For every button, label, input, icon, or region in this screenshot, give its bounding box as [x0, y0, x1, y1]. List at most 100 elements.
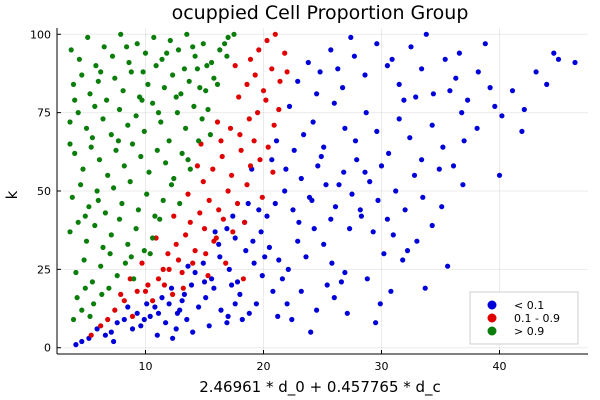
data-point-series-2: [236, 94, 242, 100]
data-point-series-1: [362, 72, 368, 78]
data-point-series-3: [203, 88, 209, 94]
data-point-series-1: [174, 310, 180, 316]
data-point-series-1: [173, 326, 179, 332]
data-point-series-1: [73, 342, 79, 348]
data-point-series-1: [279, 276, 285, 282]
data-point-series-1: [460, 182, 466, 188]
data-point-series-1: [225, 313, 231, 319]
data-point-series-1: [200, 260, 206, 266]
data-point-series-3: [207, 132, 213, 138]
legend-marker-series-3: [487, 326, 497, 336]
data-point-series-3: [150, 100, 156, 106]
data-point-series-3: [146, 169, 152, 175]
data-point-series-3: [133, 226, 139, 232]
data-point-series-1: [296, 219, 302, 225]
data-point-series-1: [155, 310, 162, 316]
data-point-series-3: [222, 41, 228, 47]
data-point-series-1: [436, 166, 442, 172]
data-point-series-3: [82, 213, 88, 219]
data-point-series-1: [377, 301, 383, 307]
data-point-series-3: [83, 238, 90, 244]
data-point-series-1: [129, 326, 136, 332]
data-point-series-3: [194, 66, 200, 72]
data-point-series-2: [263, 97, 269, 103]
data-point-series-1: [318, 153, 324, 160]
data-point-series-1: [496, 172, 503, 178]
data-point-series-1: [111, 338, 117, 345]
data-point-series-2: [244, 81, 250, 87]
data-point-series-1: [154, 332, 160, 338]
data-point-series-2: [134, 288, 140, 294]
data-point-series-1: [374, 128, 380, 134]
data-point-series-1: [311, 226, 317, 232]
data-point-series-3: [174, 110, 180, 116]
data-point-series-1: [482, 41, 488, 47]
data-point-series-1: [295, 78, 301, 84]
data-point-series-2: [200, 179, 206, 185]
data-point-series-1: [551, 50, 557, 56]
data-point-series-1: [336, 182, 342, 188]
data-point-series-1: [216, 241, 222, 247]
data-point-series-3: [83, 125, 90, 131]
y-tick-label: 50: [37, 185, 51, 198]
data-point-series-1: [188, 282, 195, 288]
data-point-series-3: [114, 273, 120, 279]
data-point-series-1: [234, 279, 241, 285]
data-point-series-3: [72, 97, 78, 103]
data-point-series-3: [138, 153, 144, 160]
data-point-series-3: [128, 69, 134, 75]
data-point-series-3: [155, 110, 162, 116]
data-point-series-1: [317, 69, 323, 75]
data-point-series-3: [116, 216, 123, 222]
data-point-series-2: [170, 291, 176, 297]
data-point-series-1: [315, 163, 321, 169]
data-point-series-2: [161, 282, 167, 288]
data-point-series-2: [259, 194, 265, 200]
data-point-series-2: [205, 273, 211, 279]
data-point-series-2: [166, 266, 172, 272]
data-point-series-1: [224, 226, 230, 232]
data-point-series-3: [76, 56, 82, 62]
data-point-series-1: [335, 66, 341, 72]
data-point-series-3: [120, 88, 126, 94]
data-point-series-1: [396, 116, 402, 122]
data-point-series-3: [67, 229, 73, 235]
data-point-series-3: [168, 182, 175, 188]
data-point-series-3: [163, 160, 169, 166]
data-point-series-2: [282, 50, 288, 56]
data-point-series-3: [185, 157, 191, 163]
x-tick-label: 40: [493, 360, 507, 373]
data-point-series-1: [264, 213, 270, 219]
data-point-series-1: [185, 263, 191, 269]
data-point-series-3: [125, 122, 131, 128]
data-point-series-3: [68, 47, 74, 53]
data-point-series-3: [225, 34, 231, 41]
data-point-series-1: [224, 320, 230, 326]
data-point-series-1: [447, 88, 453, 94]
data-point-series-3: [134, 41, 140, 47]
data-point-series-3: [214, 81, 221, 87]
data-point-series-1: [323, 182, 329, 188]
data-point-series-3: [192, 53, 198, 59]
legend-label-series-2: 0.1 - 0.9: [514, 312, 560, 325]
data-point-series-1: [308, 329, 314, 335]
data-point-series-1: [492, 103, 498, 109]
data-point-series-3: [74, 295, 80, 301]
data-point-series-3: [75, 219, 81, 225]
data-point-series-2: [257, 157, 263, 163]
data-point-series-1: [229, 282, 235, 288]
data-point-series-1: [521, 106, 527, 113]
data-point-series-2: [118, 291, 124, 297]
axes: [56, 28, 588, 355]
data-point-series-3: [144, 191, 150, 197]
data-point-series-2: [88, 332, 94, 338]
data-point-series-1: [94, 326, 100, 332]
data-point-series-2: [232, 63, 238, 69]
data-point-series-2: [229, 172, 235, 178]
data-point-series-1: [499, 113, 505, 119]
data-point-series-1: [349, 191, 355, 197]
data-point-series-3: [116, 106, 123, 113]
data-point-series-1: [404, 248, 411, 254]
data-point-series-1: [354, 157, 360, 163]
data-point-series-2: [269, 66, 275, 72]
